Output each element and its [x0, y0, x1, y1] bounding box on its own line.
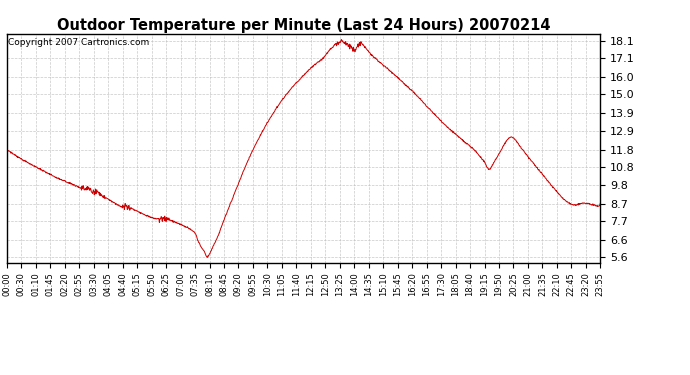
Text: Copyright 2007 Cartronics.com: Copyright 2007 Cartronics.com	[8, 38, 149, 47]
Title: Outdoor Temperature per Minute (Last 24 Hours) 20070214: Outdoor Temperature per Minute (Last 24 …	[57, 18, 551, 33]
